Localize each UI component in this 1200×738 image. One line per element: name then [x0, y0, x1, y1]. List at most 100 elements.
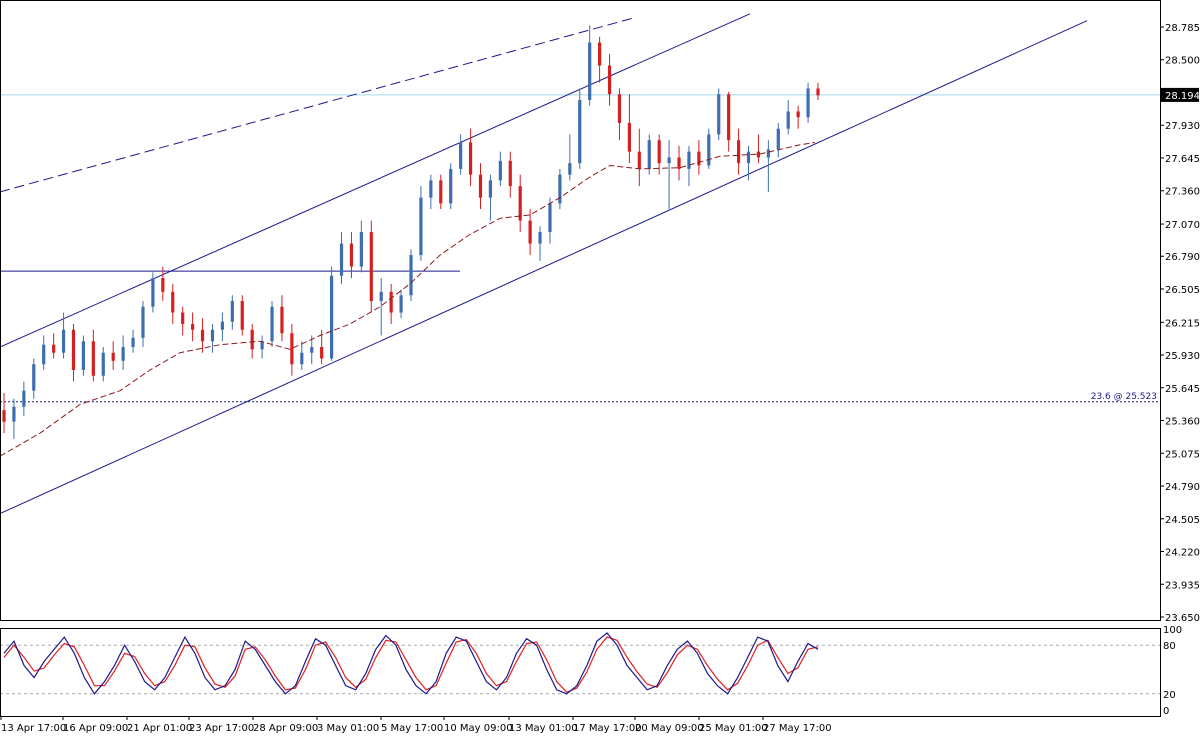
trendlines-layer: 23.6 @ 25.523: [0, 13, 1160, 515]
candle-body: [101, 352, 105, 376]
candle-body: [71, 329, 76, 370]
candle-body: [786, 111, 790, 129]
time-axis-label: 10 May 09:00: [444, 723, 513, 734]
candle-body: [151, 278, 155, 307]
price-axis-label: 25.075: [1165, 449, 1200, 460]
candle-body: [220, 321, 224, 330]
candle-body: [736, 140, 741, 164]
candle-body: [588, 42, 592, 100]
stochastic-axis-label: 20: [1163, 690, 1176, 701]
candle-body: [210, 329, 215, 342]
candle-body: [568, 163, 572, 175]
stochastic-axis-label: 100: [1163, 625, 1182, 636]
candle-body: [796, 111, 800, 118]
candle-body: [459, 142, 463, 169]
candle-body: [478, 174, 483, 198]
candle-body: [399, 295, 403, 313]
candle-body: [200, 329, 205, 342]
stochastic-axis-label: 0: [1163, 706, 1169, 717]
candle-body: [528, 220, 532, 244]
candle-body: [488, 180, 493, 198]
candle-body: [647, 140, 651, 169]
candle-body: [61, 329, 66, 353]
price-axis-label: 28.500: [1165, 56, 1200, 67]
candle-body: [320, 346, 324, 359]
candle-body: [816, 88, 820, 96]
channel-lower-line: [0, 20, 1088, 515]
candle-body: [81, 341, 86, 370]
price-axis-label: 26.505: [1165, 285, 1200, 296]
candle-body: [379, 291, 383, 302]
channel-outer-dashed-line: [0, 17, 633, 193]
candle-body: [518, 186, 522, 221]
candle-body: [121, 346, 125, 361]
time-axis-label: 28 Apr 09:00: [253, 723, 318, 734]
stochastic-axis-label: 80: [1163, 641, 1176, 652]
price-axis-label: 25.360: [1165, 417, 1200, 428]
candle-body: [131, 337, 135, 347]
candle-body: [181, 312, 185, 325]
candle-body: [359, 232, 363, 267]
stochastic-panel-frame: [0, 628, 1161, 717]
candle-body: [717, 94, 721, 135]
candle-body: [230, 301, 234, 322]
price-axis-label: 26.215: [1165, 318, 1200, 329]
candle-body: [687, 151, 691, 169]
candle-body: [42, 344, 46, 365]
candle-body: [339, 243, 344, 276]
price-axis-label: 25.930: [1165, 351, 1200, 362]
time-axis-label: 27 May 17:00: [763, 723, 832, 734]
candle-body: [607, 65, 612, 95]
candle-body: [468, 142, 473, 175]
candle-body: [191, 324, 195, 330]
price-axis-label: 27.070: [1165, 220, 1200, 231]
candle-body: [32, 364, 36, 391]
candle-body: [667, 157, 671, 164]
candle-body: [111, 352, 115, 361]
price-axis-label: 27.360: [1165, 187, 1200, 198]
time-axis-label: 17 May 17:00: [573, 723, 642, 734]
time-axis-label: 23 Apr 17:00: [189, 723, 254, 734]
candle-body: [270, 306, 274, 342]
candle-body: [677, 157, 681, 169]
price-axis-label: 23.935: [1165, 580, 1200, 591]
candle-body: [508, 160, 512, 187]
time-axis-label: 25 May 01:00: [699, 723, 768, 734]
channel-upper-line: [0, 13, 751, 348]
stochastic-k-line: [3, 632, 819, 695]
candle-body: [578, 99, 582, 164]
main-panel-frame: [0, 0, 1161, 621]
candle-body: [727, 94, 731, 141]
price-axis-label: 24.790: [1165, 482, 1200, 493]
candle-body: [617, 94, 622, 123]
candles-layer: [2, 25, 820, 439]
fib-level-label: 23.6 @ 25.523: [1091, 392, 1157, 402]
candle-body: [300, 352, 304, 365]
moving-average-layer: [0, 142, 816, 457]
candle-body: [290, 333, 294, 365]
time-axis-label: 16 Apr 09:00: [63, 723, 128, 734]
candle-body: [369, 232, 373, 302]
time-axis-label: 5 May 17:00: [381, 723, 443, 734]
stochastic-d-line: [3, 636, 819, 693]
candle-body: [280, 306, 284, 334]
time-axis-label: 3 May 01:00: [317, 723, 379, 734]
price-axis-label: 23.650: [1165, 613, 1200, 624]
candle-body: [449, 168, 453, 204]
price-axis-label: 24.505: [1165, 515, 1200, 526]
candle-body: [22, 390, 26, 407]
time-axis-label: 20 May 09:00: [635, 723, 704, 734]
candle-body: [538, 232, 542, 244]
price-axis-label: 26.790: [1165, 252, 1200, 263]
candle-body: [389, 291, 393, 313]
current-price-box: [1161, 87, 1199, 102]
moving-average-line: [0, 142, 816, 457]
stochastic-layer: [0, 632, 1160, 695]
price-axis-label: 24.220: [1165, 548, 1200, 559]
candle-body: [310, 346, 314, 353]
candle-body: [171, 291, 175, 313]
candle-body: [498, 160, 502, 181]
price-axis-label: 27.645: [1165, 154, 1200, 165]
